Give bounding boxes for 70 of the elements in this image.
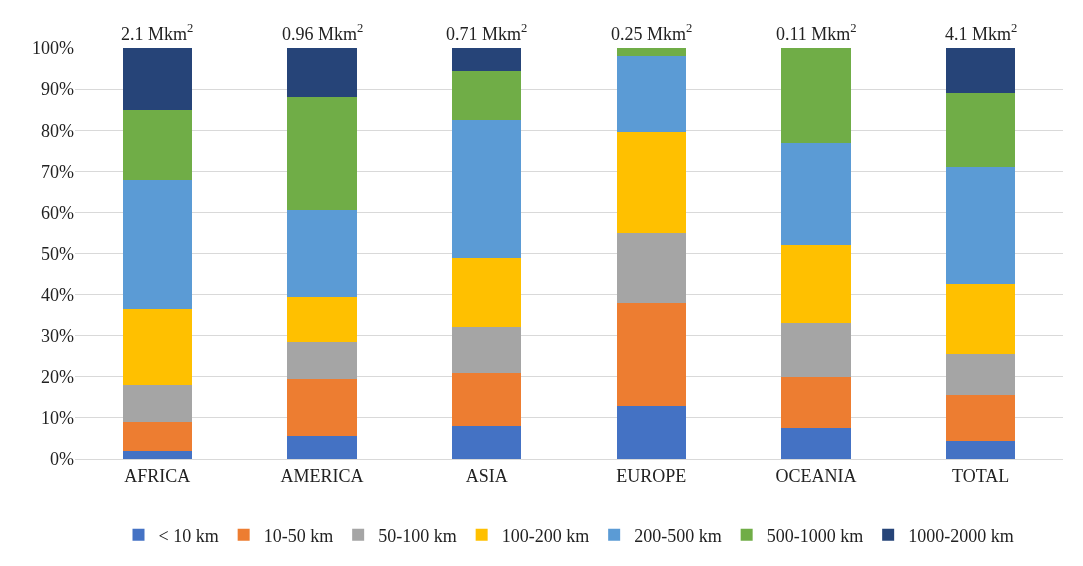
x-tick-label: TOTAL (952, 465, 1010, 486)
bar (452, 119, 522, 258)
bar (946, 395, 1016, 441)
annotation: 2.1 Mkm$^{2}$ (121, 21, 194, 44)
legend-label: < 10 km (158, 525, 219, 546)
bar (616, 48, 686, 57)
bar (287, 97, 357, 211)
y-tick-label: 60% (41, 202, 74, 223)
bar (452, 70, 522, 120)
x-tick-label: ASIA (465, 465, 508, 486)
bar (616, 232, 686, 303)
y-tick-label: 70% (41, 161, 74, 182)
y-tick-label: 20% (41, 367, 74, 388)
annotation: 0.96 Mkm$^{2}$ (282, 21, 364, 44)
bar (452, 257, 522, 328)
legend-label: 50-100 km (378, 525, 457, 546)
bar (287, 436, 357, 459)
bar (781, 142, 851, 246)
bar (616, 302, 686, 406)
y-tick-label: 80% (41, 120, 74, 141)
bar (287, 48, 357, 98)
bar (452, 426, 522, 459)
y-tick-label: 0% (50, 449, 74, 470)
y-tick-label: 50% (41, 243, 74, 264)
bar (452, 327, 522, 373)
x-tick-label: EUROPE (616, 465, 687, 486)
bar (946, 284, 1016, 355)
bar (122, 48, 192, 110)
bar (946, 48, 1016, 94)
bar (781, 245, 851, 324)
bar (781, 323, 851, 377)
y-tick-label: 10% (41, 408, 74, 429)
bar (781, 376, 851, 429)
y-tick-label: 100% (32, 38, 74, 59)
bar (946, 93, 1016, 168)
bar (287, 378, 357, 437)
bar (946, 354, 1016, 396)
bar (287, 210, 357, 297)
annotation: 4.1 Mkm$^{2}$ (945, 21, 1018, 44)
bar (287, 341, 357, 379)
legend-label: 1000-2000 km (908, 525, 1014, 546)
x-tick-label: OCEANIA (775, 465, 857, 486)
annotation: 0.71 Mkm$^{2}$ (446, 21, 528, 44)
bar (616, 56, 686, 133)
legend-label: 100-200 km (501, 525, 590, 546)
y-tick-label: 30% (41, 326, 74, 346)
annotation: 0.25 Mkm$^{2}$ (611, 21, 693, 44)
bar (287, 296, 357, 342)
bar (616, 405, 686, 459)
bar (122, 308, 192, 386)
bar (946, 167, 1016, 285)
bar (122, 422, 192, 451)
bar (122, 385, 192, 423)
bar (452, 372, 522, 427)
x-tick-label: AFRICA (124, 465, 191, 486)
bar (122, 450, 192, 459)
legend-label: 500-1000 km (766, 525, 864, 546)
bar (616, 132, 686, 233)
annotation: 0.11 Mkm$^{2}$ (776, 21, 857, 44)
legend-label: 200-500 km (634, 525, 722, 546)
bar (452, 48, 522, 71)
bar (946, 440, 1016, 459)
bar (781, 48, 851, 143)
y-tick-label: 90% (41, 79, 74, 100)
bar (122, 109, 192, 180)
bar (122, 179, 192, 309)
y-tick-label: 40% (41, 284, 74, 305)
legend-label: 10-50 km (263, 525, 334, 546)
bar (781, 428, 851, 459)
x-tick-label: AMERICA (280, 465, 364, 486)
